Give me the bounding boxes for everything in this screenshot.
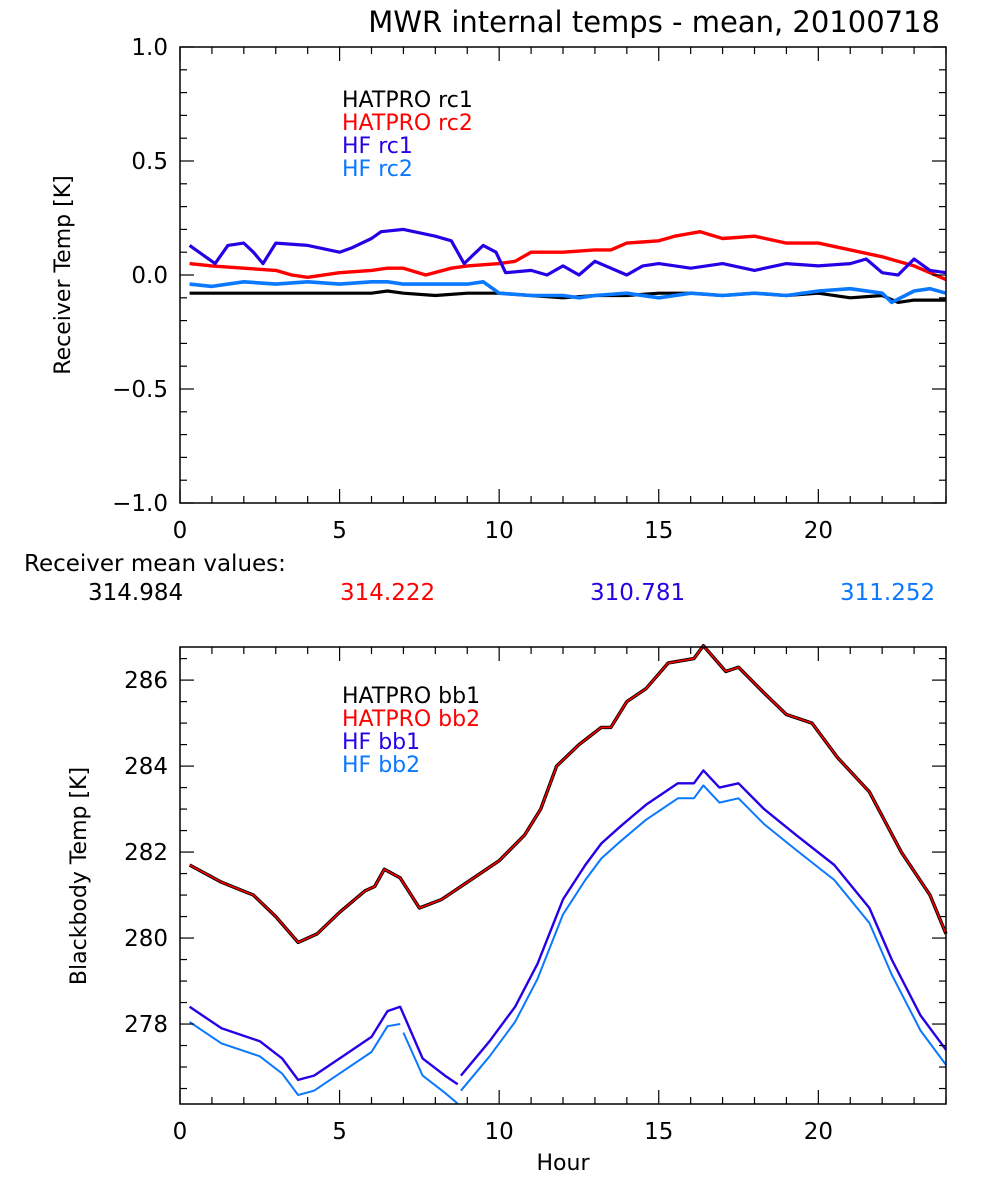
receiver-mean-value: 314.984 [88, 580, 183, 606]
axis-ticks [179, 46, 947, 504]
legend-entry: HATPRO bb2 [342, 707, 480, 732]
legend-entry: HF bb2 [342, 753, 420, 778]
axis-ticks [179, 647, 947, 1104]
y-tick-label: 0.5 [131, 149, 168, 175]
x-tick-label: 0 [173, 1119, 188, 1145]
receiver-temp-panel: −1.0 −0.5 0.0 0.5 1.0 0 5 10 15 20 Recei… [51, 35, 947, 544]
blackbody-temp-panel: 278 280 282 284 286 0 5 10 15 20 Hour Bl… [67, 644, 948, 1176]
y-tick-labels: 278 280 282 284 286 [124, 668, 168, 1038]
x-tick-label: 20 [804, 1119, 833, 1145]
y-tick-label: 284 [124, 754, 168, 780]
series-line-hatpro-bb2 [189, 644, 947, 944]
receiver-mean-values: Receiver mean values: 314.984 314.222 31… [24, 551, 935, 606]
series-line-hf-bb2 [189, 784, 947, 1105]
plot-frame [179, 646, 947, 1105]
x-tick-label: 15 [644, 1119, 673, 1145]
y-axis-label: Receiver Temp [K] [51, 175, 76, 374]
y-tick-label: 0.0 [131, 263, 168, 289]
y-tick-label: −0.5 [112, 377, 168, 403]
x-tick-label: 5 [332, 518, 347, 544]
x-tick-label: 10 [485, 518, 514, 544]
y-tick-label: −1.0 [112, 491, 168, 517]
receiver-series-group [188, 227, 947, 305]
y-tick-label: 286 [124, 668, 168, 694]
x-axis-label: Hour [537, 1151, 591, 1176]
y-axis-label: Blackbody Temp [K] [67, 767, 92, 985]
legend-entry: HATPRO rc2 [342, 111, 473, 136]
x-tick-label: 20 [804, 518, 833, 544]
y-tick-label: 282 [124, 840, 168, 866]
receiver-mean-value: 310.781 [590, 580, 685, 606]
legend: HATPRO rc1 HATPRO rc2 HF rc1 HF rc2 [342, 88, 473, 182]
receiver-mean-value: 314.222 [340, 580, 435, 606]
chart-title: MWR internal temps - mean, 20100718 [368, 5, 940, 39]
y-tick-label: 280 [124, 926, 168, 952]
legend: HATPRO bb1 HATPRO bb2 HF bb1 HF bb2 [342, 684, 480, 778]
legend-entry: HF rc1 [342, 134, 413, 159]
x-tick-label: 15 [644, 518, 673, 544]
legend-entry: HF bb1 [342, 730, 420, 755]
series-line-hf-rc2 [189, 280, 947, 305]
blackbody-series-group [188, 644, 948, 1105]
legend-entry: HATPRO bb1 [342, 684, 480, 709]
x-tick-label: 10 [485, 1119, 514, 1145]
x-tick-labels: 0 5 10 15 20 [173, 1119, 833, 1145]
series-line-hatpro-rc2 [189, 230, 947, 282]
receiver-mean-value: 311.252 [840, 580, 935, 606]
x-tick-label: 5 [332, 1119, 347, 1145]
x-tick-label: 0 [173, 518, 188, 544]
receiver-mean-label: Receiver mean values: [24, 551, 286, 577]
series-line-hatpro-bb1 [188, 644, 948, 945]
x-tick-labels: 0 5 10 15 20 [173, 518, 833, 544]
legend-entry: HF rc2 [342, 157, 413, 182]
legend-entry: HATPRO rc1 [342, 88, 473, 113]
series-line-hf-rc1 [188, 227, 947, 277]
series-line-hf-bb1 [188, 769, 947, 1086]
y-tick-label: 278 [124, 1012, 168, 1038]
y-tick-labels: −1.0 −0.5 0.0 0.5 1.0 [112, 35, 168, 517]
y-tick-label: 1.0 [131, 35, 168, 61]
